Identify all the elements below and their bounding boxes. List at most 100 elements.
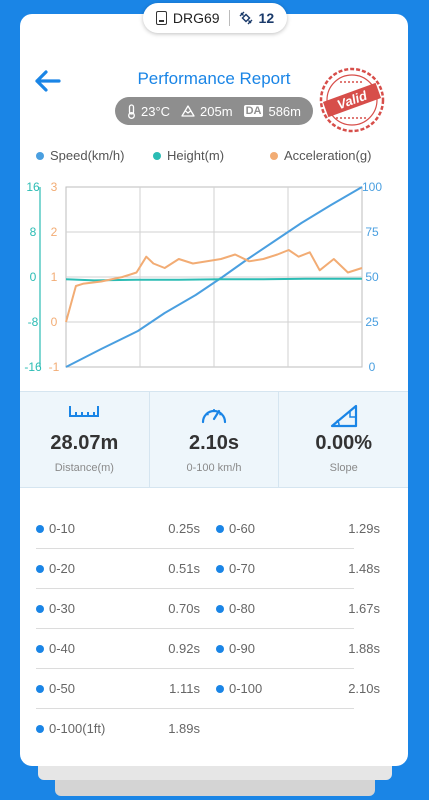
axis-tick-label: 1	[51, 270, 58, 284]
speedometer-icon	[201, 409, 227, 424]
device-name: DRG69	[172, 10, 220, 26]
split-dot	[216, 525, 224, 533]
split-row-divider	[36, 668, 354, 669]
time-label: 0-100 km/h	[186, 462, 242, 474]
split-label: 0-20	[49, 561, 76, 576]
ruler-icon	[69, 406, 100, 417]
split-label: 0-80	[229, 601, 256, 616]
pill-divider	[228, 10, 230, 26]
split-row-0-20: 0-20 0.51s	[36, 560, 200, 580]
axis-tick-label: -16	[24, 360, 42, 374]
split-dot	[36, 565, 44, 573]
legend-dot	[153, 151, 161, 160]
axis-tick-label: 8	[30, 225, 37, 239]
density-altitude-value: 586m	[268, 103, 301, 119]
split-row-0-50: 0-50 1.11s	[36, 680, 200, 700]
altitude-value: 205m	[200, 103, 233, 119]
split-row-0-80: 0-80 1.67s	[216, 600, 380, 620]
axis-tick-label: 50	[365, 270, 379, 284]
split-label: 0-90	[229, 641, 256, 656]
axis-tick-label: 2	[51, 225, 58, 239]
split-time: 0.70s	[168, 601, 200, 616]
split-dot	[36, 525, 44, 533]
axis-tick-label: 75	[365, 225, 379, 239]
thermometer-icon	[128, 103, 135, 119]
split-row-0-30: 0-30 0.70s	[36, 600, 200, 620]
split-dot	[216, 565, 224, 573]
legend-label: Height(m)	[167, 148, 225, 163]
report-card: Performance Report 23°C 205m DA 586m Val…	[20, 14, 408, 766]
split-row-0-70: 0-70 1.48s	[216, 560, 380, 580]
legend-item-speed: Speed(km/h)	[36, 148, 124, 163]
split-time: 1.88s	[348, 641, 380, 656]
axis-tick-label: -8	[28, 315, 39, 329]
split-label: 0-100	[229, 681, 263, 696]
legend-dot	[36, 151, 44, 160]
split-dot	[216, 645, 224, 653]
split-row-0-40: 0-40 0.92s	[36, 640, 200, 660]
stamp-text: Valid	[335, 87, 370, 112]
density-altitude-badge: DA	[243, 105, 264, 117]
split-row-divider	[36, 548, 354, 549]
split-row-0-100(1ft): 0-100(1ft) 1.89s	[36, 720, 200, 740]
time-value: 2.10s	[188, 432, 240, 454]
axis-tick-label: 0	[369, 360, 376, 374]
series-line-speed-km-h	[65, 186, 363, 368]
split-dot	[36, 605, 44, 613]
page-title: Performance Report	[137, 69, 291, 88]
split-label: 0-50	[49, 681, 76, 696]
device-pill[interactable]: DRG69 12	[143, 3, 287, 33]
stat-slope: 0.00% Slope	[278, 392, 408, 487]
split-dot	[216, 685, 224, 693]
split-row-divider	[36, 628, 354, 629]
split-row-0-90: 0-90 1.88s	[216, 640, 380, 660]
temperature-value: 23°C	[141, 103, 171, 119]
legend-label: Speed(km/h)	[50, 148, 125, 163]
split-time: 1.67s	[348, 601, 380, 616]
legend-item-height: Height(m)	[153, 148, 224, 163]
split-row-0-100: 0-100 2.10s	[216, 680, 380, 700]
distance-label: Distance(m)	[54, 462, 114, 474]
axis-tick-label: 25	[365, 315, 379, 329]
slope-label: Slope	[329, 462, 358, 474]
axis-tick-label: 100	[362, 180, 382, 194]
split-row-0-60: 0-60 1.29s	[216, 520, 380, 540]
device-icon	[155, 11, 167, 25]
split-time: 1.48s	[348, 561, 380, 576]
back-arrow-icon[interactable]	[32, 66, 62, 96]
split-row-divider	[36, 588, 354, 589]
satellite-count: 12	[258, 10, 275, 26]
legend-dot	[270, 151, 278, 160]
split-dot	[36, 645, 44, 653]
split-label: 0-40	[49, 641, 76, 656]
distance-value: 28.07m	[50, 432, 119, 454]
valid-stamp-icon: Valid	[319, 67, 385, 133]
split-time: 1.29s	[348, 521, 380, 536]
split-dot	[36, 685, 44, 693]
split-label: 0-100(1ft)	[49, 721, 106, 736]
split-label: 0-70	[229, 561, 256, 576]
satellite-icon	[239, 11, 253, 25]
axis-tick-label: -1	[49, 360, 60, 374]
split-label: 0-60	[229, 521, 256, 536]
stat-distance: 28.07m Distance(m)	[20, 392, 149, 487]
split-time: 0.51s	[168, 561, 200, 576]
mountain-icon	[181, 105, 195, 117]
split-time: 0.25s	[168, 521, 200, 536]
split-label: 0-10	[49, 521, 76, 536]
legend-label: Acceleration(g)	[284, 148, 372, 163]
split-dot	[36, 725, 44, 733]
slope-value: 0.00%	[315, 432, 373, 454]
stat-time: 2.10s 0-100 km/h	[148, 392, 279, 487]
legend-item-acceleration: Acceleration(g)	[270, 148, 371, 163]
stats-row: 28.07m Distance(m) 2.10s 0-100 km/h 0.00…	[20, 391, 408, 488]
axis-tick-label: 0	[30, 270, 37, 284]
split-row-0-10: 0-10 0.25s	[36, 520, 200, 540]
axis-tick-label: 3	[51, 180, 58, 194]
split-row-divider	[36, 708, 354, 709]
split-time: 0.92s	[168, 641, 200, 656]
axis-tick-label: 16	[26, 180, 40, 194]
split-time: 1.89s	[168, 721, 200, 736]
split-label: 0-30	[49, 601, 76, 616]
